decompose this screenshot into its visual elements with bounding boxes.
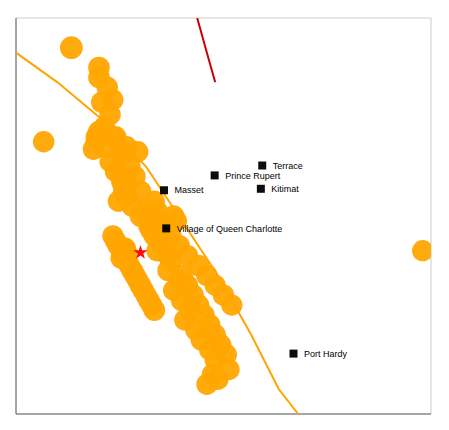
svg-text:Kitimat: Kitimat — [271, 184, 299, 194]
svg-text:Terrace: Terrace — [273, 161, 303, 171]
svg-text:Prince Rupert: Prince Rupert — [225, 171, 281, 181]
svg-text:Masset: Masset — [175, 185, 205, 195]
svg-text:Village of Queen Charlotte: Village of Queen Charlotte — [177, 224, 282, 234]
svg-text:Port Hardy: Port Hardy — [304, 349, 348, 359]
